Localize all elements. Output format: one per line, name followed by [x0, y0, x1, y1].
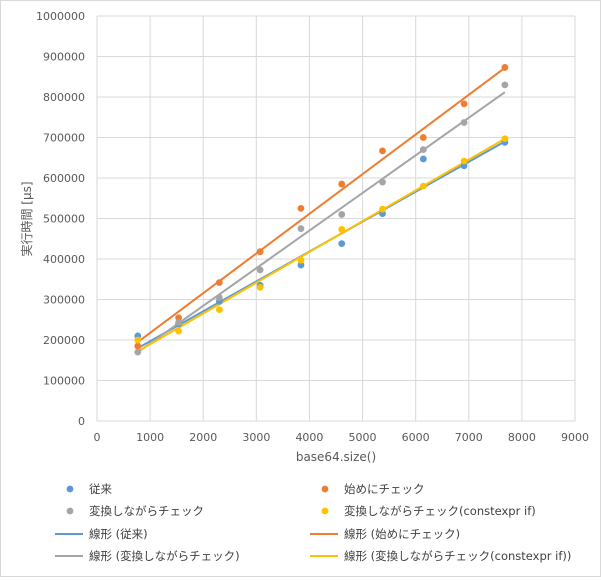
data-point: [338, 226, 346, 233]
data-point: [419, 146, 427, 154]
data-point: [419, 155, 427, 163]
data-point: [501, 135, 509, 143]
x-tick-label: 5000: [349, 431, 377, 444]
data-point: [379, 147, 386, 155]
data-point: [297, 261, 305, 269]
data-point: [215, 306, 223, 314]
trendline: [137, 91, 506, 353]
legend-entry-label: 線形 (従来): [89, 527, 148, 541]
data-point: [460, 100, 468, 108]
legend-entry-label: 変換しながらチェック(constexpr if): [344, 504, 536, 518]
trendline: [137, 137, 506, 353]
data-point: [215, 294, 223, 301]
y-tick-label: 1000000: [36, 10, 85, 23]
data-point: [134, 336, 142, 344]
x-tick-label: 0: [94, 431, 101, 444]
y-tick-label: 200000: [43, 334, 85, 347]
data-point: [501, 64, 509, 71]
gridlines: [96, 15, 576, 422]
y-axis-title: 実行時間 [µs]: [19, 181, 34, 256]
data-point: [134, 342, 142, 350]
legend-marker: [321, 485, 329, 493]
x-tick-label: 3000: [242, 431, 270, 444]
y-tick-label: 100000: [43, 375, 85, 388]
data-point: [338, 180, 346, 188]
data-point: [460, 157, 468, 165]
data-point: [338, 240, 346, 248]
data-point: [379, 205, 386, 213]
y-tick-label: 500000: [43, 213, 85, 226]
x-tick-label: 9000: [561, 431, 589, 444]
data-point: [175, 319, 182, 326]
legend-entry-label: 始めにチェック: [344, 482, 425, 496]
data-point: [460, 162, 468, 170]
legend-entry-label: 線形 (変換しながらチェック(constexpr if)): [344, 549, 571, 563]
legend-marker: [321, 507, 329, 515]
legend-entry-label: 従来: [89, 482, 112, 496]
y-tick-label: 300000: [43, 294, 85, 307]
x-tick-label: 1000: [136, 431, 164, 444]
x-tick-label: 7000: [455, 431, 483, 444]
data-point: [297, 204, 305, 212]
legend-marker: [66, 485, 74, 493]
y-tick-label: 700000: [43, 132, 85, 145]
legend-marker: [66, 507, 74, 515]
y-tick-label: 800000: [43, 91, 85, 104]
x-axis-title: base64.size(): [296, 450, 376, 464]
data-point: [460, 119, 468, 126]
data-point: [297, 256, 305, 264]
x-tick-label: 8000: [508, 431, 536, 444]
trendline: [137, 67, 506, 343]
data-point: [501, 81, 509, 89]
legend-entry-label: 線形 (始めにチェック): [344, 527, 460, 541]
y-tick-label: 900000: [43, 51, 85, 64]
data-point: [419, 182, 427, 190]
trendlines: [137, 67, 506, 353]
y-tick-label: 0: [78, 415, 85, 428]
data-point: [338, 211, 346, 218]
x-tick-label: 6000: [402, 431, 430, 444]
legend-entry-label: 変換しながらチェック: [89, 504, 204, 518]
data-point: [256, 266, 264, 274]
data-point: [215, 279, 223, 286]
data-point: [419, 134, 427, 141]
data-point: [134, 348, 142, 356]
data-point: [256, 248, 264, 256]
x-tick-label: 4000: [295, 431, 323, 444]
data-point: [297, 225, 305, 233]
y-axis-ticks: 0 100000 200000 300000 400000 500000 600000 700…: [36, 10, 85, 428]
x-axis-ticks: 0 1000 2000 3000 4000 5000 6000 7000 8000 9000: [94, 431, 590, 444]
data-point: [175, 314, 182, 322]
data-points: [134, 64, 509, 356]
data-point: [256, 283, 264, 291]
y-tick-label: 400000: [43, 253, 85, 266]
y-tick-label: 600000: [43, 172, 85, 185]
data-point: [379, 178, 386, 186]
legend-entry-label: 線形 (変換しながらチェック): [89, 549, 240, 563]
data-point: [175, 327, 182, 335]
x-tick-label: 2000: [189, 431, 217, 444]
